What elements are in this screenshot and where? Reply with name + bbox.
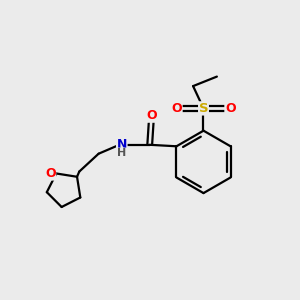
Text: O: O [146, 109, 157, 122]
Text: O: O [171, 102, 182, 115]
Text: O: O [225, 102, 236, 115]
Text: N: N [117, 138, 127, 151]
Text: S: S [199, 102, 208, 115]
Text: O: O [45, 167, 56, 180]
Text: H: H [117, 148, 126, 158]
